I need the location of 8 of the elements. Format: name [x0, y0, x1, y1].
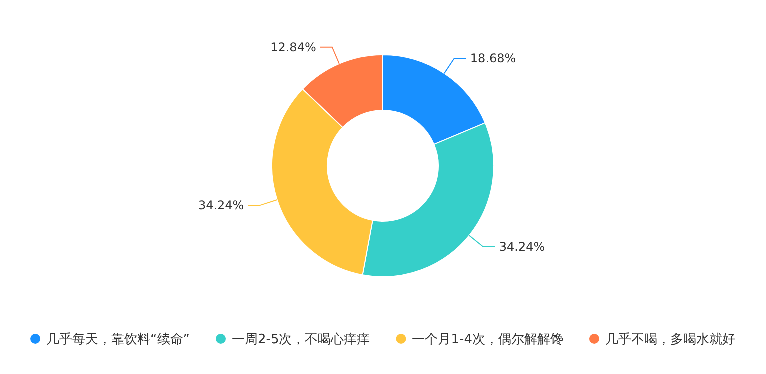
data-label: 34.24% — [499, 240, 546, 254]
legend-label: 一周2-5次，不喝心痒痒 — [232, 332, 370, 348]
data-label: 12.84% — [270, 40, 316, 54]
legend-label: 几乎每天，靠饮料“续命” — [46, 332, 190, 348]
data-label: 34.24% — [198, 198, 244, 213]
data-label: 18.68% — [470, 52, 516, 66]
legend-label: 几乎不喝，多喝水就好 — [605, 332, 736, 348]
legend-label: 一个月1-4次，偶尔解解馋 — [412, 332, 564, 348]
